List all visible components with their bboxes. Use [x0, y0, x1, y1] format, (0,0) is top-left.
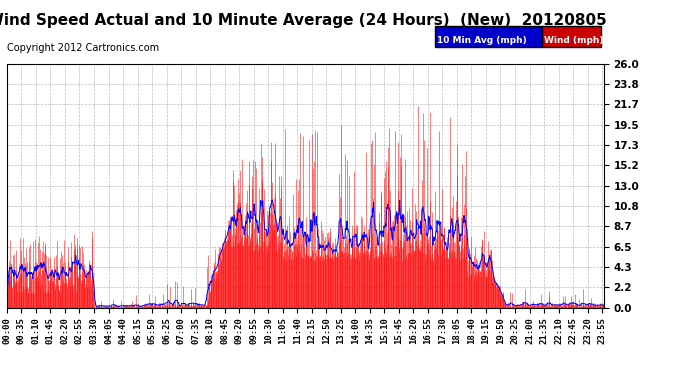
Text: Copyright 2012 Cartronics.com: Copyright 2012 Cartronics.com [7, 43, 159, 53]
Text: Wind (mph): Wind (mph) [544, 36, 604, 45]
Text: Wind Speed Actual and 10 Minute Average (24 Hours)  (New)  20120805: Wind Speed Actual and 10 Minute Average … [0, 13, 607, 28]
Text: 10 Min Avg (mph): 10 Min Avg (mph) [437, 36, 527, 45]
